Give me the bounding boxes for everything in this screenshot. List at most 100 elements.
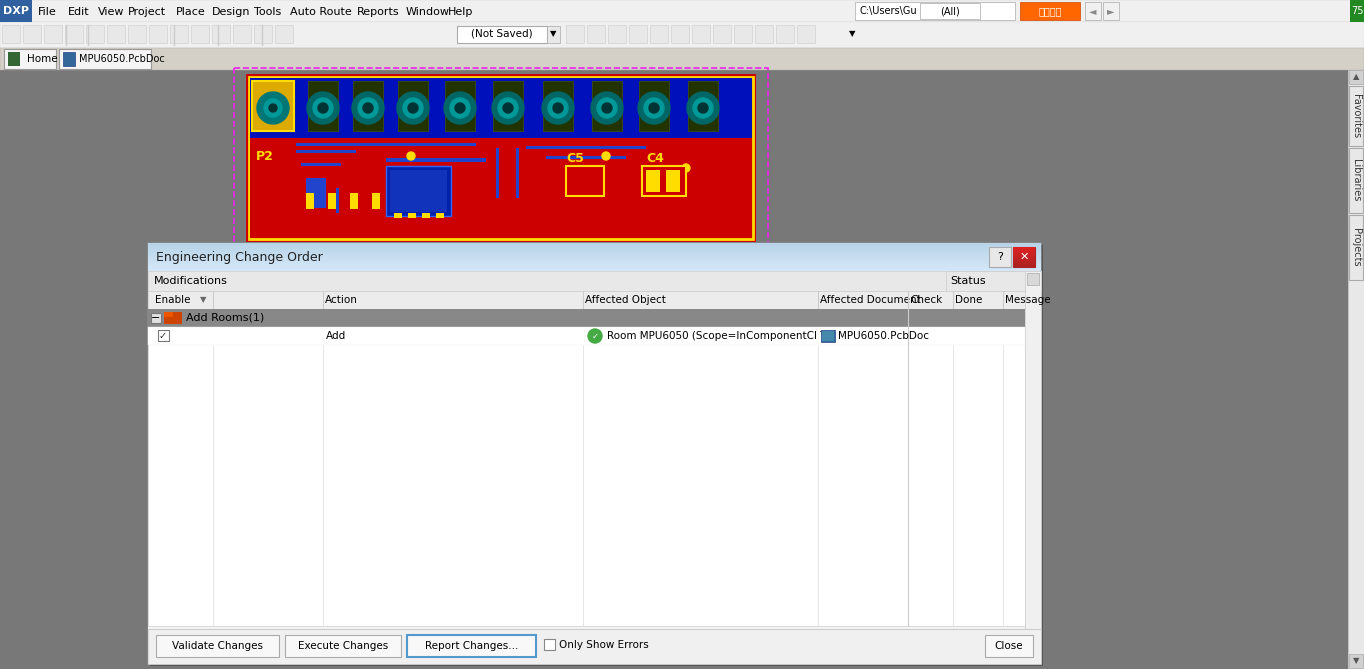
Circle shape: [591, 92, 623, 124]
Text: Home: Home: [27, 54, 57, 64]
Polygon shape: [149, 250, 1041, 251]
Circle shape: [602, 103, 612, 113]
Circle shape: [256, 92, 289, 124]
Polygon shape: [250, 78, 752, 138]
Polygon shape: [822, 331, 833, 341]
Polygon shape: [1013, 257, 1035, 258]
Polygon shape: [547, 26, 561, 43]
Polygon shape: [421, 213, 430, 218]
Polygon shape: [149, 245, 1041, 246]
Polygon shape: [149, 259, 1041, 260]
Polygon shape: [306, 178, 326, 208]
Polygon shape: [1013, 255, 1035, 256]
Polygon shape: [1013, 258, 1035, 259]
Polygon shape: [1013, 263, 1035, 264]
Polygon shape: [1027, 273, 1039, 285]
Polygon shape: [164, 312, 173, 317]
Text: Check: Check: [910, 295, 943, 305]
Text: 拖拽上传: 拖拽上传: [1038, 6, 1061, 16]
Polygon shape: [351, 193, 357, 209]
Polygon shape: [149, 271, 1041, 291]
Polygon shape: [398, 81, 428, 131]
Polygon shape: [1024, 271, 1041, 629]
Text: ▼: ▼: [848, 29, 855, 39]
Polygon shape: [149, 253, 1041, 254]
Polygon shape: [566, 25, 584, 43]
Text: Place: Place: [176, 7, 206, 17]
Polygon shape: [394, 213, 402, 218]
Polygon shape: [1349, 654, 1363, 668]
Polygon shape: [947, 271, 1024, 291]
Polygon shape: [0, 0, 1364, 22]
Circle shape: [693, 98, 713, 118]
Text: Status: Status: [949, 276, 986, 286]
Polygon shape: [86, 25, 104, 43]
Polygon shape: [170, 25, 188, 43]
Circle shape: [602, 152, 610, 160]
Polygon shape: [651, 25, 668, 43]
Polygon shape: [1013, 247, 1035, 248]
Polygon shape: [1013, 248, 1035, 249]
Polygon shape: [1013, 262, 1035, 263]
Polygon shape: [919, 3, 979, 19]
Circle shape: [588, 329, 602, 343]
Polygon shape: [457, 26, 547, 43]
Polygon shape: [327, 193, 336, 209]
Polygon shape: [149, 260, 1041, 261]
Polygon shape: [149, 256, 1041, 257]
Polygon shape: [149, 268, 1041, 269]
Text: ▼: ▼: [1353, 656, 1360, 666]
Polygon shape: [372, 193, 381, 209]
Polygon shape: [406, 635, 536, 657]
Polygon shape: [128, 25, 146, 43]
Text: ▼: ▼: [199, 296, 206, 304]
Text: ✕: ✕: [1019, 252, 1028, 262]
Polygon shape: [446, 168, 449, 208]
Polygon shape: [106, 25, 125, 43]
Circle shape: [498, 98, 518, 118]
Polygon shape: [149, 309, 1024, 626]
Text: Execute Changes: Execute Changes: [297, 641, 387, 651]
Polygon shape: [1013, 249, 1035, 250]
Text: Auto Route: Auto Route: [291, 7, 352, 17]
Text: Reports: Reports: [357, 7, 400, 17]
Polygon shape: [687, 81, 717, 131]
Polygon shape: [149, 266, 1041, 267]
Text: Add Rooms(1): Add Rooms(1): [186, 313, 265, 323]
Text: Only Show Errors: Only Show Errors: [559, 640, 649, 650]
Polygon shape: [1013, 256, 1035, 257]
Text: ✓: ✓: [592, 332, 599, 341]
Circle shape: [269, 104, 277, 112]
Polygon shape: [149, 261, 1041, 262]
Polygon shape: [149, 267, 1041, 268]
Polygon shape: [149, 25, 166, 43]
Polygon shape: [570, 170, 600, 192]
Polygon shape: [149, 263, 1041, 264]
Text: File: File: [38, 7, 57, 17]
Text: Message: Message: [1005, 295, 1050, 305]
Polygon shape: [1348, 70, 1364, 669]
Polygon shape: [306, 193, 314, 209]
Text: ◄: ◄: [1090, 6, 1097, 16]
Polygon shape: [0, 22, 1364, 48]
Polygon shape: [155, 635, 278, 657]
Text: ►: ►: [1108, 6, 1114, 16]
Text: Window: Window: [405, 7, 449, 17]
Polygon shape: [233, 25, 251, 43]
Text: DXP: DXP: [3, 6, 29, 16]
Polygon shape: [797, 25, 816, 43]
Circle shape: [687, 92, 719, 124]
Polygon shape: [629, 25, 647, 43]
Polygon shape: [285, 635, 401, 657]
Polygon shape: [408, 213, 416, 218]
Polygon shape: [496, 148, 499, 198]
Polygon shape: [149, 244, 1041, 245]
Text: C5: C5: [566, 151, 584, 165]
Polygon shape: [1350, 0, 1364, 22]
Polygon shape: [1349, 215, 1363, 280]
Polygon shape: [149, 246, 1041, 247]
Polygon shape: [296, 143, 476, 146]
Polygon shape: [985, 635, 1033, 657]
Polygon shape: [546, 156, 626, 159]
Polygon shape: [296, 150, 356, 153]
